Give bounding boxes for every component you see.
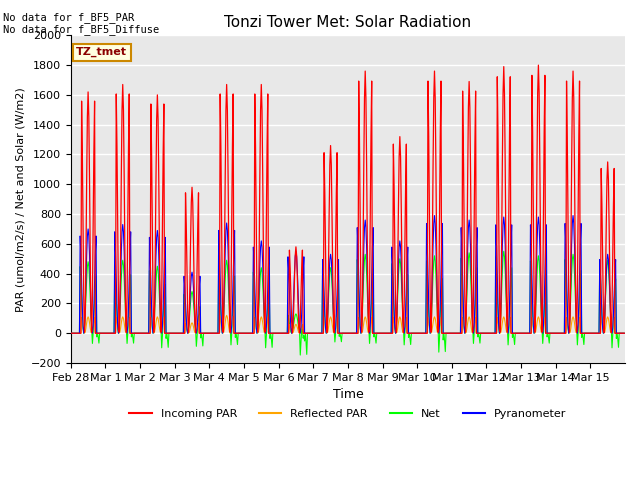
Text: TZ_tmet: TZ_tmet xyxy=(76,47,127,57)
Title: Tonzi Tower Met: Solar Radiation: Tonzi Tower Met: Solar Radiation xyxy=(225,15,472,30)
Y-axis label: PAR (umol/m2/s) / Net and Solar (W/m2): PAR (umol/m2/s) / Net and Solar (W/m2) xyxy=(15,87,25,312)
X-axis label: Time: Time xyxy=(333,388,364,401)
Legend: Incoming PAR, Reflected PAR, Net, Pyranometer: Incoming PAR, Reflected PAR, Net, Pyrano… xyxy=(125,404,571,423)
Text: No data for f_BF5_PAR
No data for f_BF5_Diffuse: No data for f_BF5_PAR No data for f_BF5_… xyxy=(3,12,159,36)
